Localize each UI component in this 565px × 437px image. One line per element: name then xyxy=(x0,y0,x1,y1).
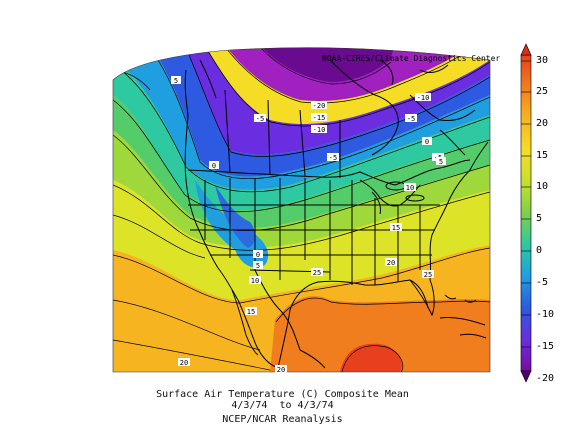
svg-text:20: 20 xyxy=(277,366,285,374)
contour-label: -10 xyxy=(415,93,431,102)
contour-label: 25 xyxy=(422,270,434,279)
contour-label: 25 xyxy=(311,268,323,277)
contour-label: 0 xyxy=(253,250,263,259)
colorbar-label: -20 xyxy=(536,373,555,384)
contour-label: 10 xyxy=(404,183,416,192)
colorbar xyxy=(520,43,532,383)
contour-label: 20 xyxy=(385,258,397,267)
svg-text:-20: -20 xyxy=(313,102,326,110)
contour-label: 20 xyxy=(178,358,190,367)
colorbar-label: -15 xyxy=(536,341,555,352)
contour-label: 15 xyxy=(245,307,257,316)
contour-label: -5 xyxy=(254,114,266,123)
svg-text:5: 5 xyxy=(439,158,443,166)
contour-label-group: 5 -20 -15 -10 -5 -5 -10 -5 0 -5 0 0 5 10… xyxy=(171,76,446,374)
contour-label: 0 xyxy=(422,137,432,146)
colorbar-label: 15 xyxy=(536,150,549,161)
svg-text:25: 25 xyxy=(424,271,432,279)
map-frame xyxy=(112,47,491,373)
svg-text:5: 5 xyxy=(256,262,260,270)
colorbar-label: 30 xyxy=(536,55,549,66)
contour-label: 5 xyxy=(171,76,181,85)
colorbar-bottom-arrow-icon xyxy=(520,370,532,383)
contour-label: -5 xyxy=(327,153,339,162)
colorbar-label: 10 xyxy=(536,181,549,192)
contour-lines xyxy=(113,47,490,372)
temperature-field xyxy=(113,47,490,372)
svg-text:0: 0 xyxy=(256,251,260,259)
caption-title: Surface Air Temperature (C) Composite Me… xyxy=(156,389,409,400)
colorbar-label: 5 xyxy=(536,213,543,224)
contour-label: -15 xyxy=(311,113,327,122)
svg-text:15: 15 xyxy=(392,224,400,232)
svg-text:-10: -10 xyxy=(313,126,326,134)
svg-text:15: 15 xyxy=(247,308,255,316)
contour-label: -5 xyxy=(405,114,417,123)
svg-text:20: 20 xyxy=(180,359,188,367)
contour-label: 20 xyxy=(275,365,287,374)
svg-text:-10: -10 xyxy=(417,94,430,102)
svg-text:-15: -15 xyxy=(313,114,326,122)
caption-source: NCEP/NCAR Reanalysis xyxy=(222,414,343,425)
caption-date-range: 4/3/74 to 4/3/74 xyxy=(231,400,334,411)
svg-text:10: 10 xyxy=(251,277,259,285)
contour-label: 15 xyxy=(390,223,402,232)
credit-label: NOAA-CIRES/Climate Diagnostics Center xyxy=(322,54,501,63)
svg-text:20: 20 xyxy=(387,259,395,267)
colorbar-label: -10 xyxy=(536,309,555,320)
colorbar-label: 20 xyxy=(536,118,549,129)
contour-label: 5 xyxy=(436,157,446,166)
svg-text:0: 0 xyxy=(212,162,216,170)
contour-label: 10 xyxy=(249,276,261,285)
colorbar-top-arrow-icon xyxy=(520,43,532,56)
contour-label: -20 xyxy=(311,101,327,110)
svg-text:-5: -5 xyxy=(407,115,415,123)
colorbar-label: -5 xyxy=(536,277,549,288)
colorbar-label: 25 xyxy=(536,86,549,97)
svg-text:-5: -5 xyxy=(329,154,337,162)
contour-label: 5 xyxy=(253,261,263,270)
svg-text:5: 5 xyxy=(174,77,178,85)
contour-label: 0 xyxy=(209,161,219,170)
svg-text:25: 25 xyxy=(313,269,321,277)
svg-text:0: 0 xyxy=(425,138,429,146)
colorbar-label: 0 xyxy=(536,245,543,256)
contour-label: -10 xyxy=(311,125,327,134)
svg-text:-5: -5 xyxy=(256,115,264,123)
svg-text:10: 10 xyxy=(406,184,414,192)
